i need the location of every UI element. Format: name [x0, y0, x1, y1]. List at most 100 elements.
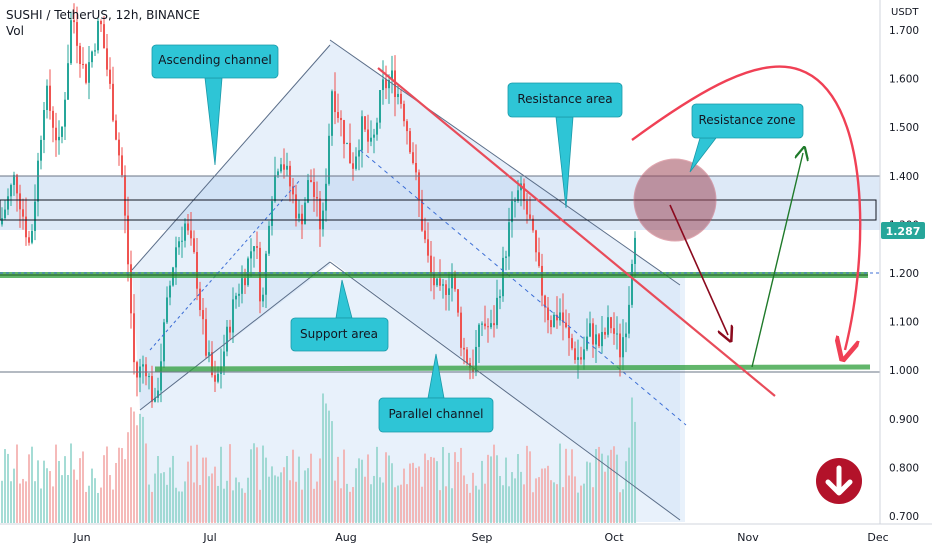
volume-bar [157, 456, 159, 523]
volume-indicator-label[interactable]: Vol [6, 24, 24, 38]
volume-bar [463, 475, 465, 523]
volume-bar [142, 416, 144, 523]
callout-resistance-box [507, 82, 623, 118]
candle-body [10, 184, 12, 197]
volume-bar [148, 484, 150, 523]
volume-bar [226, 480, 228, 523]
candle-body [13, 174, 15, 185]
volume-bar [7, 453, 9, 523]
candle-body [118, 139, 120, 156]
candle-body [586, 336, 588, 350]
candle-body [103, 24, 105, 49]
candle-body [595, 334, 597, 345]
candle-body [412, 152, 414, 163]
volume-bar [355, 468, 357, 523]
volume-bar [490, 456, 492, 523]
candle-body [526, 201, 528, 215]
volume-bar [553, 482, 555, 523]
volume-bar [562, 487, 564, 523]
candle-body [115, 120, 117, 140]
volume-bar [337, 456, 339, 523]
volume-bar [595, 449, 597, 523]
volume-bar [73, 469, 75, 523]
volume-bar [583, 483, 585, 523]
candle-body [634, 237, 636, 264]
volume-bar [244, 492, 246, 523]
callout-zone-text: Resistance zone [698, 113, 795, 127]
candle-body [457, 289, 459, 313]
candle-body [184, 223, 186, 241]
volume-bar [268, 476, 270, 523]
volume-bar [604, 471, 606, 523]
descending-channel-lower [329, 261, 681, 521]
candle-body [367, 129, 369, 142]
volume-bar [262, 445, 264, 523]
volume-bar [346, 483, 348, 523]
volume-bar [388, 455, 390, 523]
volume-bar [223, 488, 225, 523]
candle-body [187, 223, 189, 231]
candle-body [223, 351, 225, 367]
volume-bar [307, 468, 309, 523]
volume-bar [481, 460, 483, 523]
volume-bar [241, 488, 243, 523]
candle-body [133, 313, 135, 363]
price-axis[interactable] [879, 0, 932, 550]
candle-body [109, 69, 111, 84]
volume-bar [586, 461, 588, 523]
candle-body [310, 180, 312, 183]
candle-body [154, 397, 156, 402]
volume-bar [64, 456, 66, 523]
candle-body [382, 79, 384, 91]
volume-bar [397, 485, 399, 523]
volume-bar [358, 458, 360, 523]
volume-bar [253, 443, 255, 523]
volume-bar [19, 483, 21, 523]
volume-bar [277, 476, 279, 523]
volume-series [1, 393, 636, 523]
candle-body [364, 116, 366, 130]
price-tick-label: 1.200 [889, 268, 919, 280]
candle-body [538, 252, 540, 266]
volume-bar [181, 491, 183, 523]
callout-ascending-box [151, 44, 279, 79]
volume-bar [622, 489, 624, 523]
candle-body [529, 214, 531, 219]
volume-bar [517, 454, 519, 523]
volume-bar [502, 485, 504, 523]
volume-bar [10, 481, 12, 523]
candle-body [625, 333, 627, 338]
volume-bar [391, 463, 393, 523]
candle-body [505, 256, 507, 258]
candle-body [250, 251, 252, 259]
down-arrow-icon [825, 465, 853, 496]
volume-bar [511, 472, 513, 523]
candle-body [61, 126, 63, 137]
candle-body [28, 237, 30, 243]
volume-bar [25, 481, 27, 523]
volume-bar [238, 482, 240, 523]
volume-bar [472, 472, 474, 523]
candle-body [406, 121, 408, 132]
candle-body [448, 288, 450, 295]
volume-bar [331, 421, 333, 523]
volume-bar [28, 454, 30, 523]
volume-bar [250, 449, 252, 523]
candle-body [313, 182, 315, 197]
volume-bar [508, 486, 510, 523]
volume-bar [406, 484, 408, 523]
candle-body [487, 326, 489, 328]
candle-body [271, 201, 273, 226]
candle-body [346, 142, 348, 144]
descending-channel-mid [359, 149, 687, 426]
time-axis[interactable] [0, 523, 932, 550]
volume-bar [31, 446, 33, 523]
candle-body [466, 349, 468, 364]
volume-bar [433, 457, 435, 523]
resistance-trendline [377, 67, 776, 397]
down-arrow-badge[interactable] [816, 458, 862, 504]
candle-body [484, 323, 486, 327]
candle-body [241, 278, 243, 294]
candle-body [64, 99, 66, 127]
